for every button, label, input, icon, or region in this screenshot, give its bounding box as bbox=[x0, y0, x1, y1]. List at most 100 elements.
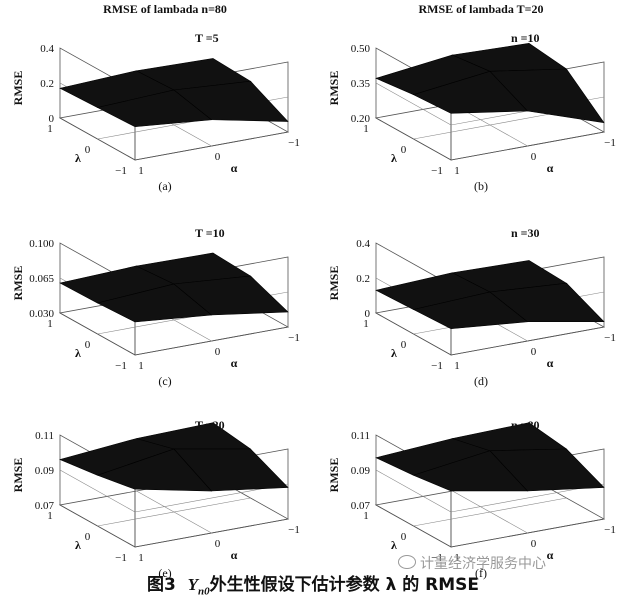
lambda-tick-label: −1 bbox=[115, 165, 127, 177]
figure-caption-text: 外生性假设下估计参数 λ 的 RMSE bbox=[209, 575, 480, 595]
lambda-tick-label: 1 bbox=[47, 123, 53, 135]
surface-patch bbox=[489, 282, 605, 323]
alpha-tick-label: 1 bbox=[138, 552, 144, 564]
watermark-text: 计量经济学服务中心 bbox=[420, 556, 546, 572]
alpha-tick-label: 0 bbox=[215, 151, 221, 163]
panel-inset-label: T =5 bbox=[195, 31, 219, 45]
lambda-axis-label: λ bbox=[75, 151, 81, 165]
lambda-tick-label: −1 bbox=[115, 552, 127, 564]
lambda-axis-label: λ bbox=[391, 538, 397, 552]
lambda-tick-label: 1 bbox=[363, 318, 369, 330]
alpha-tick-label: 0 bbox=[215, 346, 221, 358]
lambda-tick-label: −1 bbox=[115, 360, 127, 372]
panel-caption: (e) bbox=[158, 566, 171, 580]
panel-caption: (b) bbox=[474, 179, 488, 193]
alpha-tick-label: −1 bbox=[288, 137, 300, 149]
alpha-tick-label: −1 bbox=[288, 524, 300, 536]
alpha-tick-label: −1 bbox=[604, 137, 616, 149]
panel-inset-label: T =20 bbox=[195, 418, 225, 432]
panel-inset-label: n =80 bbox=[511, 418, 540, 432]
alpha-tick-label: 0 bbox=[215, 538, 221, 550]
lambda-tick-label: 1 bbox=[47, 318, 53, 330]
panel-caption: (a) bbox=[158, 179, 171, 193]
surface-patch bbox=[173, 448, 289, 492]
panel-caption: (d) bbox=[474, 374, 488, 388]
z-tick-label: 0.11 bbox=[351, 430, 370, 442]
alpha-tick-label: 1 bbox=[138, 360, 144, 372]
lambda-tick-label: 0 bbox=[85, 144, 91, 156]
lambda-tick-label: −1 bbox=[431, 552, 443, 564]
z-tick-label: 0.50 bbox=[351, 43, 371, 55]
alpha-axis-label: α bbox=[231, 548, 238, 562]
z-tick-label: 0.4 bbox=[356, 238, 370, 250]
panel-inset-label: T =10 bbox=[195, 226, 225, 240]
watermark: 计量经济学服务中心 bbox=[398, 553, 546, 573]
surface-patch bbox=[489, 68, 605, 124]
wall-grid-line bbox=[59, 469, 136, 513]
panel-caption: (f) bbox=[475, 566, 487, 580]
chart-panel-6: 0.11 0.09 0.07 RMSE 1 0 −1 λ 1 0 −1 α n =80 (f) bbox=[327, 418, 616, 580]
lambda-tick-label: 1 bbox=[363, 123, 369, 135]
z-axis-label: RMSE bbox=[11, 71, 25, 106]
lambda-tick-label: 1 bbox=[363, 510, 369, 522]
floor-grid-line bbox=[136, 490, 212, 534]
lambda-axis-label: λ bbox=[75, 346, 81, 360]
alpha-tick-label: 1 bbox=[454, 360, 460, 372]
z-tick-label: 0.20 bbox=[351, 113, 371, 125]
alpha-tick-label: 1 bbox=[138, 165, 144, 177]
figure-caption-subscript: n0 bbox=[198, 585, 210, 598]
z-tick-label: 0.07 bbox=[351, 500, 371, 512]
z-tick-label: 0.09 bbox=[351, 465, 371, 477]
floor-grid-line bbox=[452, 490, 528, 534]
lambda-tick-label: −1 bbox=[431, 165, 443, 177]
lambda-axis-label: λ bbox=[391, 151, 397, 165]
z-axis-label: RMSE bbox=[11, 458, 25, 493]
z-tick-label: 0.35 bbox=[351, 78, 371, 90]
lambda-tick-label: 0 bbox=[401, 531, 407, 543]
lambda-tick-label: −1 bbox=[431, 360, 443, 372]
lambda-tick-label: 1 bbox=[47, 510, 53, 522]
lambda-axis-label: λ bbox=[391, 346, 397, 360]
figure-caption: 图3 Yn0外生性假设下估计参数 λ 的 RMSE bbox=[0, 570, 626, 597]
wall-grid-line bbox=[375, 82, 452, 126]
chat-bubble-icon bbox=[398, 555, 416, 569]
alpha-axis-label: α bbox=[547, 356, 554, 370]
z-tick-label: 0.100 bbox=[29, 238, 54, 250]
z-axis-label: RMSE bbox=[327, 71, 341, 106]
lambda-axis-label: λ bbox=[75, 538, 81, 552]
wall-grid-line bbox=[375, 469, 452, 513]
chart-panel-5: 0.11 0.09 0.07 RMSE 1 0 −1 λ 1 0 −1 α T =20 (e) bbox=[11, 418, 300, 580]
alpha-tick-label: 0 bbox=[531, 151, 537, 163]
chart-panel-3: 0.100 0.065 0.030 RMSE 1 0 −1 λ 1 0 −1 α T =10 (c) bbox=[11, 226, 300, 388]
alpha-axis-label: α bbox=[547, 548, 554, 562]
alpha-tick-label: −1 bbox=[288, 332, 300, 344]
alpha-axis-label: α bbox=[231, 161, 238, 175]
panel-inset-label: n =30 bbox=[511, 226, 540, 240]
alpha-tick-label: 1 bbox=[454, 165, 460, 177]
z-axis-label: RMSE bbox=[327, 266, 341, 301]
z-tick-label: 0.09 bbox=[35, 465, 55, 477]
z-axis-label: RMSE bbox=[327, 458, 341, 493]
z-tick-label: 0.065 bbox=[29, 273, 54, 285]
lambda-tick-label: 0 bbox=[85, 339, 91, 351]
panel-title: RMSE of lambada n=80 bbox=[103, 2, 227, 16]
figure-caption-prefix: 图3 bbox=[146, 575, 176, 595]
lambda-tick-label: 0 bbox=[85, 531, 91, 543]
alpha-tick-label: 1 bbox=[454, 552, 460, 564]
alpha-tick-label: 0 bbox=[531, 538, 537, 550]
panel-caption: (c) bbox=[158, 374, 171, 388]
alpha-axis-label: α bbox=[231, 356, 238, 370]
z-tick-label: 0.2 bbox=[356, 273, 370, 285]
lambda-tick-label: 0 bbox=[401, 339, 407, 351]
figure-caption-symbol: Y bbox=[187, 575, 199, 594]
chart-panel-2: 0.50 0.35 0.20 RMSE 1 0 −1 λ 1 0 −1 α RMSE of lambad… bbox=[327, 2, 616, 193]
alpha-axis-label: α bbox=[547, 161, 554, 175]
z-tick-label: 0.2 bbox=[40, 78, 54, 90]
z-tick-label: 0 bbox=[49, 113, 55, 125]
z-tick-label: 0.07 bbox=[35, 500, 55, 512]
alpha-tick-label: 0 bbox=[531, 346, 537, 358]
z-axis-label: RMSE bbox=[11, 266, 25, 301]
